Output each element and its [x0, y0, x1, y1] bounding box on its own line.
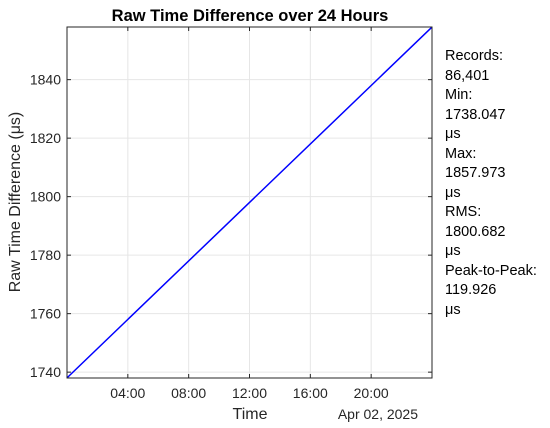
y-tick-label: 1840 [30, 72, 61, 88]
x-tick-group: 04:00 08:00 12:00 16:00 20:00 [110, 27, 389, 401]
stat-unit: μs [445, 184, 461, 201]
y-tick-label: 1780 [30, 247, 61, 263]
stat-label: Min: [445, 87, 473, 103]
series-group [66, 26, 433, 379]
stat-value: 86,401 [445, 67, 490, 84]
stat-value: 1800.682 [445, 223, 506, 240]
x-axis-date-label: Apr 02, 2025 [338, 406, 418, 422]
x-axis-label: Time [233, 406, 268, 423]
series-line [66, 26, 433, 379]
stat-unit: μs [445, 126, 461, 142]
x-tick-label: 12:00 [232, 385, 267, 401]
y-tick-label: 1760 [30, 306, 61, 322]
y-tick-label: 1740 [30, 364, 61, 380]
x-tick-label: 20:00 [354, 385, 389, 401]
y-tick-label: 1820 [30, 130, 61, 146]
y-axis-label: Raw Time Difference (μs) [7, 112, 24, 293]
x-tick-label: 16:00 [293, 385, 328, 401]
stat-label: Records: [445, 48, 504, 64]
y-tick-label: 1800 [30, 189, 61, 205]
stat-label: Max: [445, 145, 477, 162]
stat-value: 1857.973 [445, 165, 506, 181]
stat-unit: μs [445, 301, 461, 318]
y-tick-group: 1740 1760 1780 1800 1820 1840 [30, 72, 432, 380]
x-tick-label: 08:00 [171, 385, 206, 401]
stat-value: 119.926 [445, 282, 497, 298]
chart-title: Raw Time Difference over 24 Hours [112, 7, 389, 25]
statistics-panel: Records: 86,401 Min: 1738.047 μs Max: 1857.973… [445, 47, 545, 320]
grid [67, 27, 432, 378]
stat-unit: μs [445, 243, 461, 259]
x-tick-label: 04:00 [110, 385, 145, 401]
stat-value: 1738.047 [445, 106, 506, 123]
stat-label: RMS: [445, 204, 482, 220]
stat-label: Peak-to-Peak: [445, 262, 537, 279]
